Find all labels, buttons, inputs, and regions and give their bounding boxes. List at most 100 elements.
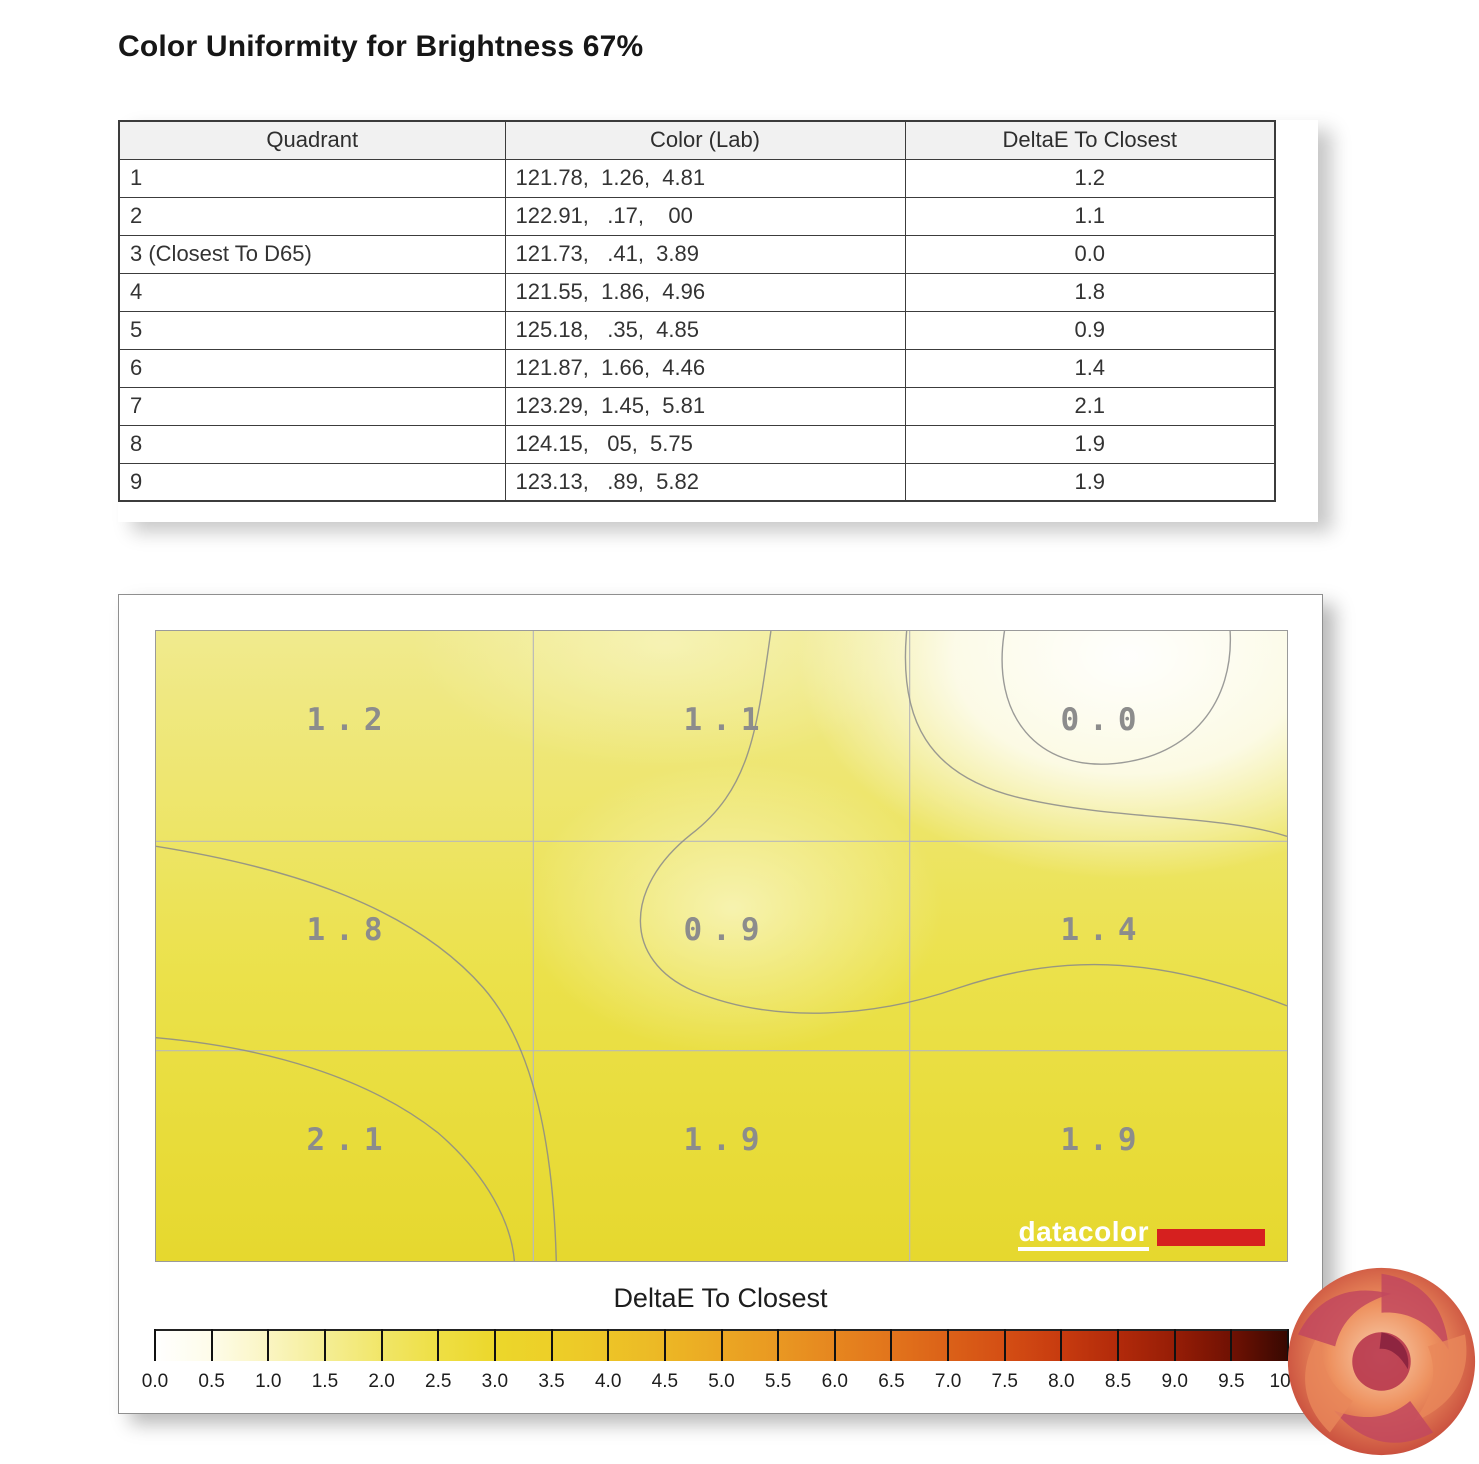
map-cell-value: 2.1 xyxy=(306,1122,393,1158)
delta-cell: 0.0 xyxy=(904,234,1276,274)
table-row: 5 125.18, .35, 4.85 0.9 xyxy=(118,310,1276,350)
uniformity-table-panel: Quadrant Color (Lab) DeltaE To Closest 1… xyxy=(118,120,1318,522)
colorbar-tick-label: 8.0 xyxy=(1048,1371,1075,1392)
colorbar-tick-label: 3.5 xyxy=(538,1371,565,1392)
table-header-row: Quadrant Color (Lab) DeltaE To Closest xyxy=(118,120,1276,160)
colorbar-title: DeltaE To Closest xyxy=(613,1283,828,1313)
map-cell-value: 1.8 xyxy=(306,912,393,948)
colorbar-tick xyxy=(947,1329,950,1361)
lab-cell: 121.87, 1.66, 4.46 xyxy=(504,348,906,388)
lab-cell: 124.15, 05, 5.75 xyxy=(504,424,906,464)
colorbar-tick xyxy=(380,1329,383,1361)
map-cell-value: 1.1 xyxy=(683,702,770,738)
map-cell-value: 1.9 xyxy=(683,1122,770,1158)
colorbar-tick-label: 8.5 xyxy=(1104,1371,1132,1392)
colorbar-tick xyxy=(267,1329,270,1361)
uniformity-heatmap: 1.2 1.1 0.0 1.8 0.9 1.4 2.1 1.9 1.9 datacolor xyxy=(155,630,1288,1262)
header-quadrant: Quadrant xyxy=(118,120,506,160)
lab-cell: 122.91, .17, 00 xyxy=(504,196,906,236)
lab-cell: 121.55, 1.86, 4.96 xyxy=(504,272,906,312)
colorbar-tick-label: 3.0 xyxy=(481,1371,509,1392)
delta-cell: 1.8 xyxy=(904,272,1276,312)
map-cell-value: 0.0 xyxy=(1060,702,1147,738)
colorbar-tick-label: 0.5 xyxy=(198,1371,225,1392)
lab-cell: 123.29, 1.45, 5.81 xyxy=(504,386,906,426)
colorbar-tick xyxy=(1230,1329,1233,1361)
colorbar-tick-label: 2.0 xyxy=(368,1371,395,1392)
map-cell-value: 1.2 xyxy=(306,702,393,738)
datacolor-logo: datacolor xyxy=(1018,1216,1265,1251)
colorbar-tick-label: 2.5 xyxy=(425,1371,452,1392)
quadrant-cell: 3 (Closest To D65) xyxy=(118,234,506,274)
delta-cell: 1.9 xyxy=(904,424,1276,464)
colorbar-tick-label: 9.0 xyxy=(1161,1371,1188,1392)
contour-overlay xyxy=(156,631,1287,1261)
delta-cell: 0.9 xyxy=(904,310,1276,350)
contour-line xyxy=(904,631,1287,838)
colorbar-tick-label: 6.0 xyxy=(821,1371,849,1392)
quadrant-cell: 2 xyxy=(118,196,506,236)
quadrant-cell: 6 xyxy=(118,348,506,388)
colorbar-tick xyxy=(1117,1329,1120,1361)
lab-cell: 125.18, .35, 4.85 xyxy=(504,310,906,350)
table-row: 2 122.91, .17, 00 1.1 xyxy=(118,196,1276,236)
colorbar-tick-label: 6.5 xyxy=(878,1371,905,1392)
delta-cell: 1.1 xyxy=(904,196,1276,236)
quadrant-cell: 8 xyxy=(118,424,506,464)
colorbar-tick xyxy=(1060,1329,1063,1361)
colorbar-tick xyxy=(154,1329,156,1361)
uniformity-table-header: Quadrant Color (Lab) DeltaE To Closest xyxy=(118,120,1276,160)
kitguru-swirl-icon xyxy=(1287,1267,1476,1456)
colorbar-tick xyxy=(607,1329,610,1361)
delta-cell: 1.9 xyxy=(904,462,1276,502)
colorbar-tick xyxy=(890,1329,893,1361)
colorbar-tick-label: 7.5 xyxy=(991,1371,1018,1392)
colorbar-tick xyxy=(493,1329,496,1361)
table-row: 7 123.29, 1.45, 5.81 2.1 xyxy=(118,386,1276,426)
colorbar-tick-label: 0.0 xyxy=(141,1371,169,1392)
colorbar-tick-label: 4.5 xyxy=(651,1371,679,1392)
contour-line xyxy=(1001,631,1231,765)
colorbar-tick xyxy=(1173,1329,1176,1361)
table-row: 3 (Closest To D65) 121.73, .41, 3.89 0.0 xyxy=(118,234,1276,274)
colorbar-tick xyxy=(550,1329,553,1361)
colorbar-tick xyxy=(833,1329,836,1361)
kitguru-swirl-logo xyxy=(1284,1264,1479,1459)
map-cell-value: 0.9 xyxy=(683,912,770,948)
table-row: 9 123.13, .89, 5.82 1.9 xyxy=(118,462,1276,502)
lab-cell: 123.13, .89, 5.82 xyxy=(504,462,906,502)
map-cell-value: 1.9 xyxy=(1060,1122,1147,1158)
colorbar-tick xyxy=(437,1329,440,1361)
colorbar-tick-label: 9.5 xyxy=(1218,1371,1245,1392)
quadrant-cell: 1 xyxy=(118,158,506,198)
colorbar-tick xyxy=(720,1329,723,1361)
colorbar-tick-label: 4.0 xyxy=(594,1371,622,1392)
table-row: 6 121.87, 1.66, 4.46 1.4 xyxy=(118,348,1276,388)
page-title: Color Uniformity for Brightness 67% xyxy=(118,30,644,63)
datacolor-logo-text: datacolor xyxy=(1018,1216,1149,1251)
colorbar-tick-label: 1.0 xyxy=(255,1371,282,1392)
quadrant-cell: 4 xyxy=(118,272,506,312)
colorbar xyxy=(154,1329,1289,1361)
colorbar-tick xyxy=(323,1329,326,1361)
contour-line xyxy=(156,1037,516,1261)
quadrant-cell: 5 xyxy=(118,310,506,350)
uniformity-table: Quadrant Color (Lab) DeltaE To Closest 1… xyxy=(118,120,1276,502)
colorbar-tick xyxy=(1003,1329,1006,1361)
lab-cell: 121.78, 1.26, 4.81 xyxy=(504,158,906,198)
colorbar-tick-label: 5.5 xyxy=(764,1371,792,1392)
delta-cell: 1.4 xyxy=(904,348,1276,388)
contour-line xyxy=(639,631,1287,1014)
uniformity-chart-panel: 1.2 1.1 0.0 1.8 0.9 1.4 2.1 1.9 1.9 datacolor De… xyxy=(118,594,1323,1414)
colorbar-tick xyxy=(210,1329,213,1361)
colorbar-tick-label: 5.0 xyxy=(708,1371,735,1392)
delta-cell: 1.2 xyxy=(904,158,1276,198)
colorbar-tick xyxy=(1287,1329,1289,1361)
table-row: 1 121.78, 1.26, 4.81 1.2 xyxy=(118,158,1276,198)
contour-line xyxy=(156,845,557,1261)
header-deltae: DeltaE To Closest xyxy=(904,120,1276,160)
quadrant-cell: 7 xyxy=(118,386,506,426)
colorbar-tick xyxy=(777,1329,780,1361)
lab-cell: 121.73, .41, 3.89 xyxy=(504,234,906,274)
colorbar-tick xyxy=(663,1329,666,1361)
